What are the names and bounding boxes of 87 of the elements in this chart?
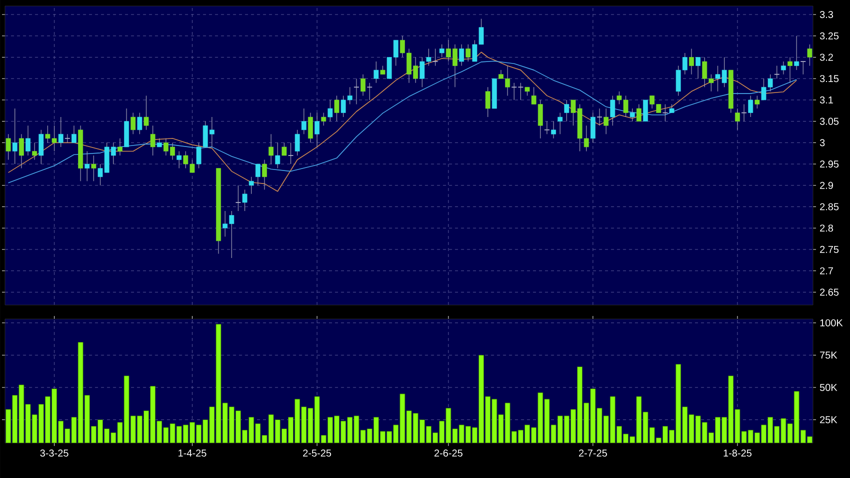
y-tick-label: 75K xyxy=(820,352,838,359)
candlestick xyxy=(118,138,122,156)
candlestick xyxy=(374,61,379,84)
candlestick xyxy=(788,56,792,84)
candlestick xyxy=(144,95,149,130)
candlestick xyxy=(58,116,64,148)
candlestick xyxy=(780,61,786,75)
y-tick-label: 2.7 xyxy=(820,267,833,274)
candlestick xyxy=(459,44,464,66)
candlestick xyxy=(91,155,96,182)
y-tick-label: 3.1 xyxy=(820,96,833,104)
candlestick xyxy=(262,159,267,190)
x-tick-label: 2-6-25 xyxy=(434,450,462,457)
y-tick-label: 2.65 xyxy=(820,288,839,296)
candlestick xyxy=(800,61,806,75)
candlestick xyxy=(334,95,340,122)
candlestick xyxy=(84,150,90,182)
candlestick xyxy=(558,112,563,134)
candlestick xyxy=(235,185,242,212)
x-tick-label: 3-3-25 xyxy=(40,450,68,457)
y-tick-label: 3.2 xyxy=(820,54,833,61)
candlestick xyxy=(754,95,760,109)
x-tick-label: 1-4-25 xyxy=(178,450,206,457)
candlestick xyxy=(321,112,326,126)
y-tick-label: 2.8 xyxy=(820,224,834,232)
candlestick xyxy=(26,125,30,156)
candlestick xyxy=(354,78,360,105)
y-tick-label: 2.95 xyxy=(820,160,839,168)
candlestick xyxy=(255,164,260,186)
candlestick xyxy=(38,130,44,164)
candlestick xyxy=(590,112,596,143)
candlestick xyxy=(242,189,248,212)
candlestick xyxy=(551,121,556,139)
candlestick xyxy=(130,112,136,134)
y-tick-label: 3.3 xyxy=(820,11,834,18)
candlestick xyxy=(176,150,182,169)
candlestick xyxy=(735,108,740,130)
candlestick xyxy=(636,104,642,122)
y-tick-label: 2.9 xyxy=(820,182,833,189)
candlestick xyxy=(150,125,156,156)
y-tick-label: 2.85 xyxy=(820,203,839,210)
y-tick-label: 3 xyxy=(820,139,825,146)
candlestick xyxy=(748,95,754,118)
candlestick xyxy=(288,142,294,164)
candlestick xyxy=(432,48,438,66)
x-tick-label: 1-8-25 xyxy=(724,450,752,457)
candlestick xyxy=(610,95,616,126)
candlestick xyxy=(366,82,373,100)
candlestick xyxy=(794,36,800,70)
x-tick-label: 2-5-25 xyxy=(303,450,332,457)
candlestick xyxy=(807,44,812,66)
candlestick xyxy=(630,108,635,122)
candlestick xyxy=(248,176,254,194)
candlestick xyxy=(268,134,274,164)
y-tick-label: 3.25 xyxy=(820,32,839,40)
y-tick-label: 3.15 xyxy=(820,75,839,82)
candlestick xyxy=(18,134,24,169)
y-tick-label: 50K xyxy=(820,384,838,391)
candlestick xyxy=(72,125,76,143)
candlestick xyxy=(294,130,300,156)
candlestick xyxy=(485,86,490,118)
candlestick xyxy=(32,142,38,160)
candlestick xyxy=(360,74,366,96)
candlestick xyxy=(689,48,694,75)
candlestick xyxy=(12,108,18,164)
candlestick xyxy=(314,112,320,148)
candlestick xyxy=(439,44,444,58)
candlestick xyxy=(275,142,280,169)
candlestick xyxy=(544,121,550,134)
candlestick xyxy=(308,112,313,143)
candlestick xyxy=(328,100,333,122)
x-tick-label: 2-7-25 xyxy=(578,450,607,457)
y-tick-label: 100K xyxy=(820,319,843,326)
candlestick xyxy=(6,134,11,160)
y-tick-label: 3.05 xyxy=(820,118,839,125)
candlestick xyxy=(466,44,471,62)
candlestick xyxy=(774,65,780,79)
candlestick xyxy=(696,56,700,79)
candlestick xyxy=(643,100,648,122)
y-tick-label: 2.75 xyxy=(820,246,839,253)
candlestick xyxy=(282,142,287,156)
candlestick xyxy=(137,112,142,134)
candlestick xyxy=(564,100,570,122)
candlestick xyxy=(604,108,609,134)
y-tick-label: 25K xyxy=(820,416,838,424)
candlestick xyxy=(301,108,306,134)
candlestick xyxy=(596,108,602,126)
